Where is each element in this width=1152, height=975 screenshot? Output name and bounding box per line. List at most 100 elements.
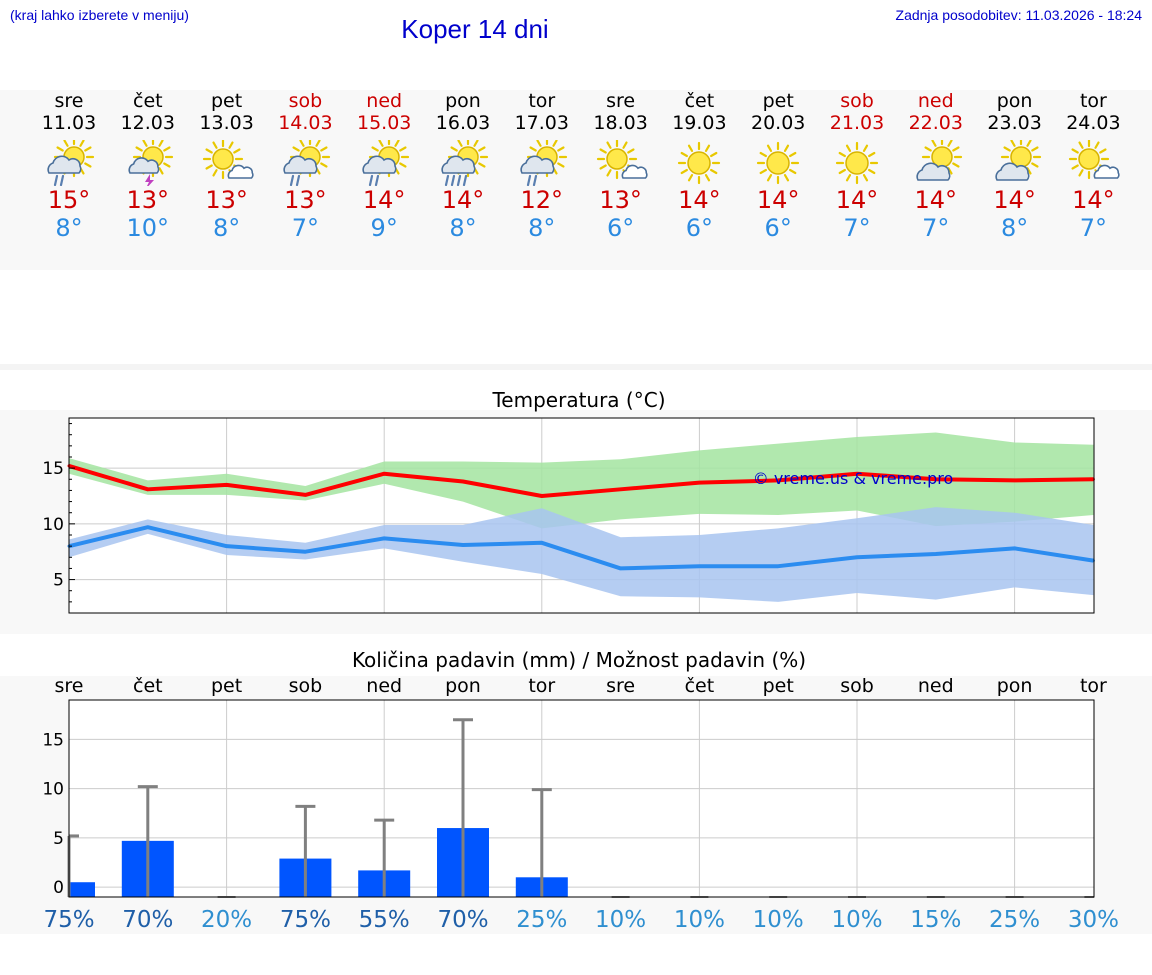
sun-cloud-icon	[202, 140, 254, 180]
category-label: tor	[1080, 675, 1107, 697]
day-column: pon 16.03 14° 8°	[424, 90, 502, 242]
category-label: pet	[763, 675, 794, 697]
min-temp-point	[855, 555, 859, 559]
day-date: 15.03	[356, 112, 412, 134]
max-temperature: 14°	[835, 186, 879, 214]
day-column: čet 19.03 14° 6°	[660, 90, 738, 242]
day-column: tor 24.03 14° 7°	[1054, 90, 1132, 242]
day-name: ned	[917, 90, 954, 112]
chart-title: Temperatura (°C)	[491, 388, 665, 412]
day-date: 12.03	[120, 112, 175, 134]
day-column: ned 15.03 14° 9°	[345, 90, 423, 242]
chart-title: Količina padavin (mm) / Možnost padavin …	[352, 648, 806, 672]
max-temp-point	[303, 493, 307, 497]
precip-chance: 75%	[43, 907, 94, 933]
y-tick-label: 10	[42, 780, 64, 800]
max-temp-point	[540, 494, 544, 498]
max-temperature: 13°	[126, 186, 170, 214]
category-label: sob	[289, 675, 323, 697]
watermark: © vreme.us & vreme.pro	[753, 469, 954, 488]
min-temp-point	[1013, 546, 1017, 550]
category-label: pet	[211, 675, 242, 697]
day-date: 11.03	[41, 112, 97, 134]
last-updated: Zadnja posodobitev: 11.03.2026 - 18:24	[895, 7, 1142, 23]
day-column: pon 23.03 14° 8°	[976, 90, 1054, 242]
max-temp-point	[382, 472, 386, 476]
divider	[0, 364, 1152, 370]
min-temperature: 6°	[685, 214, 714, 242]
sun-cloud-thunder-icon	[128, 140, 173, 186]
max-temperature: 14°	[362, 186, 406, 214]
day-date: 14.03	[278, 112, 333, 134]
precipitation-chart: Količina padavin (mm) / Možnost padavin …	[42, 648, 1119, 933]
category-label: ned	[366, 675, 402, 697]
category-label: pon	[445, 675, 481, 697]
sun-behind-cloud-icon	[916, 140, 962, 181]
min-temperature: 6°	[764, 214, 792, 242]
plot-frame	[68, 417, 1095, 614]
min-temp-point	[382, 536, 386, 540]
day-name: pon	[445, 90, 481, 112]
day-column: čet 12.03 13° 10°	[109, 90, 187, 242]
min-temperature: 10°	[126, 214, 170, 242]
day-name: sre	[54, 90, 84, 112]
max-temperature: 14°	[678, 186, 721, 214]
location-hint: (kraj lahko izberete v meniju)	[10, 7, 189, 23]
min-temp-point	[225, 544, 229, 548]
min-temperature: 8°	[528, 214, 556, 242]
day-date: 17.03	[514, 112, 569, 134]
category-label: tor	[528, 675, 555, 697]
day-column: sob 21.03 14° 7°	[818, 90, 896, 242]
precip-chance: 70%	[122, 907, 173, 933]
day-date: 21.03	[829, 112, 885, 134]
y-tick-label: 5	[53, 571, 64, 591]
min-temp-point	[776, 564, 780, 568]
forecast-strip	[0, 90, 1152, 270]
category-label: pon	[997, 675, 1033, 697]
max-temp-range-band	[69, 432, 1094, 529]
day-name: pon	[996, 90, 1033, 112]
min-temp-point	[934, 552, 938, 556]
sun-icon	[678, 141, 721, 185]
day-name: čet	[133, 90, 163, 112]
precip-bar	[69, 882, 95, 897]
max-temperature: 14°	[756, 186, 800, 214]
plot-area	[69, 700, 1094, 897]
sun-icon	[757, 141, 800, 185]
category-label: sre	[606, 675, 635, 697]
day-column: ned 22.03 14° 7°	[897, 90, 975, 242]
min-temp-point	[146, 525, 150, 529]
max-temp-point	[776, 478, 780, 482]
y-tick-label: 15	[42, 730, 64, 750]
category-label: ned	[918, 675, 954, 697]
day-column: sre 11.03 15° 8°	[30, 90, 108, 242]
min-temp-point	[461, 543, 465, 547]
category-label: sre	[55, 675, 84, 697]
day-column: pet 20.03 14° 6°	[739, 90, 817, 242]
category-label: čet	[685, 675, 715, 697]
precip-chance: 20%	[201, 907, 252, 933]
max-temperature: 14°	[1072, 186, 1115, 214]
max-temperature: 12°	[520, 186, 564, 214]
precip-chance: 70%	[437, 907, 488, 933]
day-date: 19.03	[672, 112, 727, 134]
min-temp-point	[540, 541, 544, 545]
day-name: pet	[210, 90, 243, 112]
day-date: 20.03	[750, 112, 806, 134]
min-temperature: 8°	[212, 214, 241, 242]
min-temperature: 7°	[1079, 214, 1108, 242]
min-temp-line	[68, 525, 1094, 571]
y-tick-label: 0	[53, 878, 64, 898]
y-tick-label: 10	[42, 515, 64, 535]
min-temperature: 7°	[922, 214, 950, 242]
day-name: pet	[762, 90, 794, 112]
day-name: tor	[528, 90, 556, 112]
precip-chance: 15%	[910, 907, 961, 933]
min-temperature: 8°	[449, 214, 477, 242]
max-temp-point	[225, 483, 229, 487]
max-temp-point	[146, 487, 150, 491]
precip-chance: 55%	[359, 907, 410, 933]
page-title: Koper 14 dni	[401, 14, 549, 44]
min-temperature: 8°	[55, 214, 83, 242]
max-temp-point	[461, 480, 465, 484]
